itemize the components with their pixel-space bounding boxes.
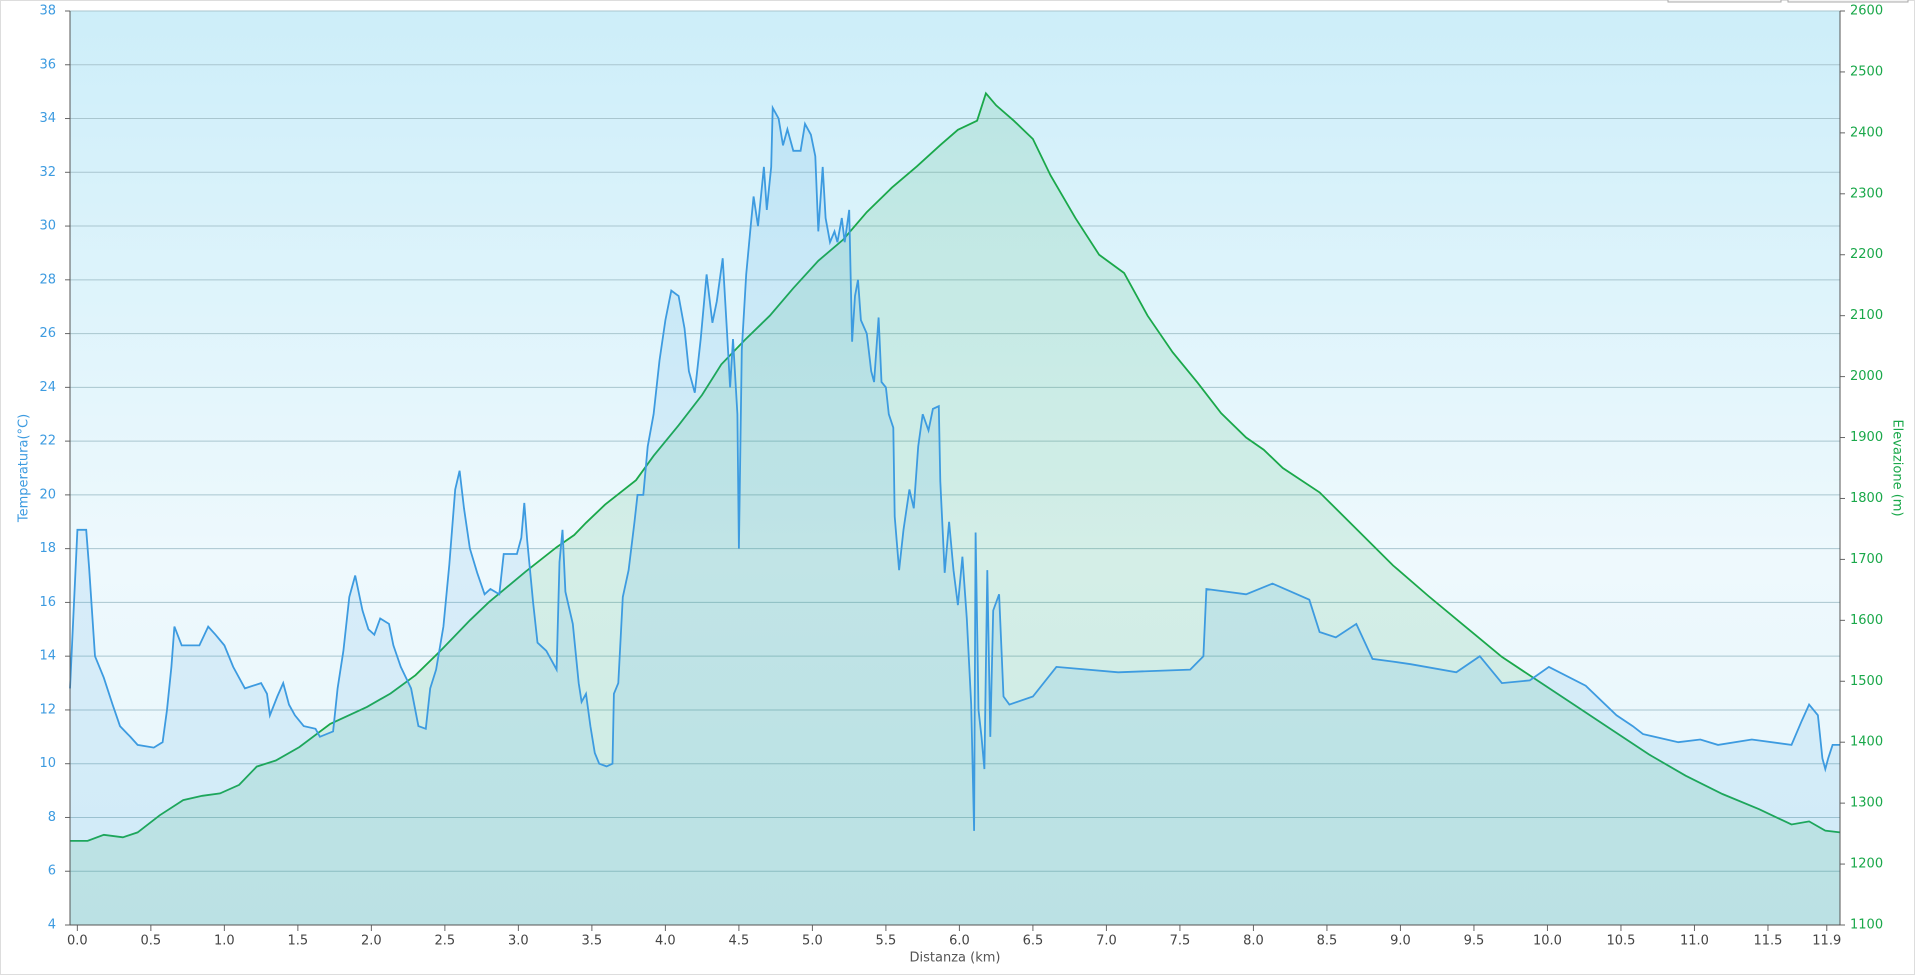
x-tick-label: 0.5 (141, 934, 162, 949)
y2-tick-label: 1600 (1850, 613, 1883, 628)
y-tick-label: 32 (39, 165, 56, 180)
y-tick-label: 28 (39, 272, 56, 287)
series-line (70, 91, 1841, 842)
x-tick-label: 6.5 (1023, 934, 1044, 949)
x-tick-label: 4.5 (729, 934, 750, 949)
x-tick-label: 10.0 (1533, 934, 1562, 949)
y-tick-label: 12 (39, 702, 56, 717)
x-axis-title: Distanza (km) (910, 951, 1001, 966)
x-tick-label: 9.0 (1390, 934, 1411, 949)
y-tick-label: 4 (48, 918, 56, 933)
x-tick-label: 8.5 (1317, 934, 1338, 949)
y-tick-label: 30 (39, 219, 56, 234)
y-tick-label: 24 (39, 380, 56, 395)
x-tick-label: 5.0 (802, 934, 823, 949)
y2-axis-title: Elevazione (m) (1890, 419, 1905, 516)
y-tick-label: 14 (39, 649, 56, 664)
y2-tick-label: 2000 (1850, 369, 1883, 384)
x-tick-label: 5.5 (876, 934, 897, 949)
y-tick-label: 26 (39, 326, 56, 341)
x-tick-label: 6.0 (949, 934, 970, 949)
y-tick-label: 36 (39, 57, 56, 72)
y2-tick-label: 1300 (1850, 796, 1883, 811)
x-tick-label: 3.5 (582, 934, 603, 949)
x-tick-label: 1.0 (214, 934, 235, 949)
x-tick-label: 1.5 (288, 934, 309, 949)
y-tick-label: 38 (39, 4, 56, 19)
y-tick-label: 8 (48, 810, 56, 825)
y2-tick-label: 1700 (1850, 552, 1883, 567)
y2-tick-label: 1400 (1850, 735, 1883, 750)
y-tick-label: 20 (39, 487, 56, 502)
x-tick-label: 0.0 (67, 934, 88, 949)
y2-tick-label: 1100 (1850, 918, 1883, 933)
x-tick-label: 11.0 (1680, 934, 1709, 949)
y-axis-title: Temperatura(°C) (17, 414, 32, 523)
y2-tick-label: 2600 (1850, 4, 1883, 19)
x-tick-label: 10.5 (1606, 934, 1635, 949)
y2-tick-label: 2200 (1850, 247, 1883, 262)
y2-tick-label: 2400 (1850, 125, 1883, 140)
y2-tick-label: 2100 (1850, 308, 1883, 323)
y2-tick-label: 2500 (1850, 64, 1883, 79)
area-fill (70, 107, 1840, 926)
y-tick-label: 16 (39, 595, 56, 610)
y2-tick-label: 1500 (1850, 674, 1883, 689)
y-tick-label: 22 (39, 434, 56, 449)
button[interactable] (1787, 0, 1909, 3)
y2-tick-label: 1800 (1850, 491, 1883, 506)
y-tick-label: 18 (39, 541, 56, 556)
area-fill (70, 93, 1840, 926)
x-tick-label: 11.9 (1812, 934, 1841, 949)
y-tick-label: 34 (39, 111, 56, 126)
y2-tick-label: 1900 (1850, 430, 1883, 445)
x-tick-label: 2.5 (435, 934, 456, 949)
x-tick-label: 2.0 (361, 934, 382, 949)
button[interactable] (1667, 0, 1782, 3)
x-tick-label: 7.0 (1096, 934, 1117, 949)
x-tick-label: 9.5 (1464, 934, 1485, 949)
y-tick-label: 10 (39, 756, 56, 771)
x-tick-label: 4.0 (655, 934, 676, 949)
y-tick-label: 6 (48, 864, 56, 879)
x-tick-label: 7.5 (1170, 934, 1191, 949)
x-tick-label: 11.5 (1753, 934, 1782, 949)
x-tick-label: 3.0 (508, 934, 529, 949)
x-tick-label: 8.0 (1243, 934, 1264, 949)
plot-area (70, 11, 1840, 925)
y2-tick-label: 2300 (1850, 186, 1883, 201)
y2-tick-label: 1200 (1850, 857, 1883, 872)
series-line (69, 104, 1840, 831)
